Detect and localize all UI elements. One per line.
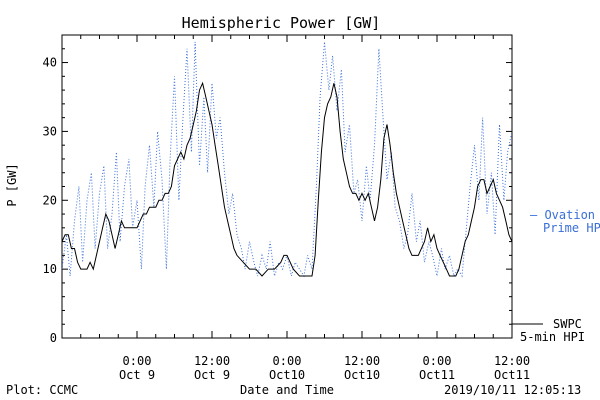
x-tick-time: 12:00 [344, 354, 380, 368]
chart-title: Hemispheric Power [GW] [182, 14, 381, 32]
x-tick-date: Oct11 [494, 368, 530, 382]
y-tick-label: 30 [43, 124, 57, 138]
plot-timestamp: 2019/10/11 12:05:13 [444, 383, 582, 397]
legend-ovation-line2: Prime HPI [543, 221, 600, 235]
x-tick-time: 12:00 [194, 354, 230, 368]
plot-credit: Plot: CCMC [6, 383, 79, 397]
series-line-swpc [62, 81, 512, 277]
x-tick-date: Oct10 [344, 368, 380, 382]
y-tick-label: 20 [43, 193, 57, 207]
x-tick-date: Oct 9 [119, 368, 155, 382]
x-tick-time: 12:00 [494, 354, 530, 368]
x-tick-date: Oct11 [419, 368, 455, 382]
plot-frame [61, 34, 513, 339]
legend-swpc-line1: SWPC [553, 317, 582, 331]
legend-ovation-line1: — Ovation [530, 208, 595, 222]
x-tick-time: 0:00 [273, 354, 302, 368]
x-tick-date: Oct10 [269, 368, 305, 382]
legend-swpc-line2: 5-min HPI [520, 330, 585, 344]
x-axis-label: Date and Time [240, 383, 334, 397]
x-tick-time: 0:00 [123, 354, 152, 368]
y-tick-label: 40 [43, 56, 57, 70]
series-line-ovation-prime [62, 41, 512, 278]
x-tick-time: 0:00 [423, 354, 452, 368]
y-tick-label: 0 [50, 331, 57, 345]
x-tick-date: Oct 9 [194, 368, 230, 382]
y-tick-label: 10 [43, 262, 57, 276]
y-axis-label: P [GW] [5, 163, 19, 206]
